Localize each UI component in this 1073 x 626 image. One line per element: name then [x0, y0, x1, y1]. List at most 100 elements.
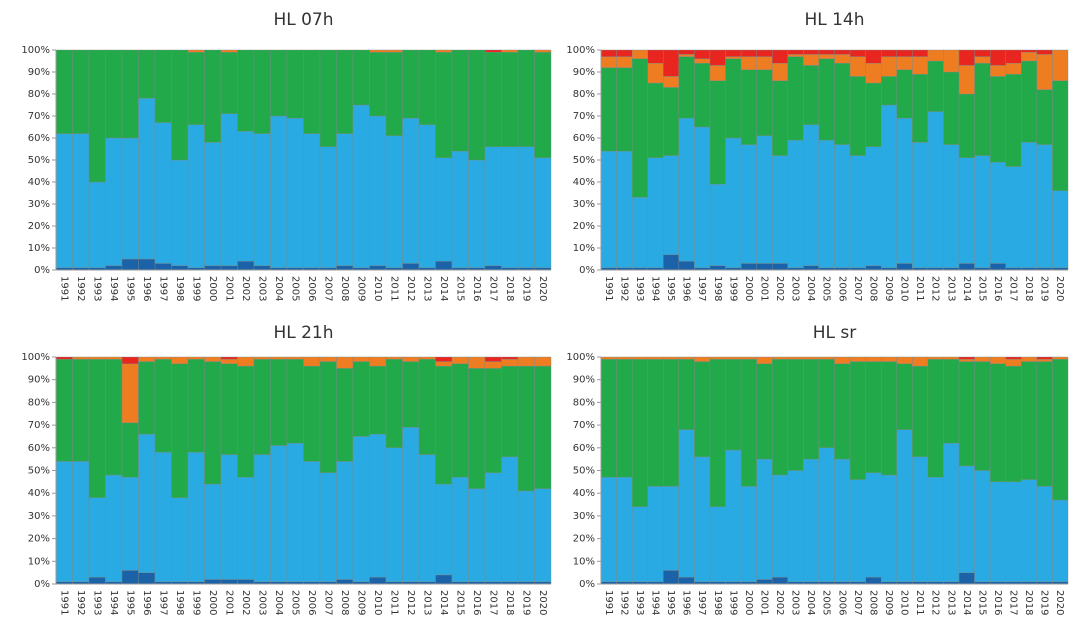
bar-segment — [534, 356, 552, 367]
bar-segment — [451, 477, 469, 582]
x-tick-label: 2016 — [471, 590, 482, 615]
x-tick-label: 2006 — [836, 590, 847, 615]
x-tick-label: 1995 — [124, 590, 135, 615]
y-tick-label: 70% — [28, 111, 50, 122]
x-tick-label: 2004 — [805, 590, 816, 615]
bar-segment — [418, 124, 436, 269]
bar-segment — [678, 576, 695, 585]
bar-segment — [286, 356, 304, 360]
x-tick-label: 1999 — [727, 276, 738, 301]
x-tick-label: 1992 — [75, 590, 86, 615]
bar-segment — [616, 49, 633, 57]
bar-segment — [912, 365, 929, 458]
chart-title: HL 07h — [273, 10, 333, 30]
bar-segment — [631, 356, 648, 360]
x-tick-label: 2018 — [1023, 276, 1034, 301]
bar-segment — [105, 359, 123, 476]
bar-segment — [534, 157, 552, 269]
bar-segment — [616, 359, 633, 478]
bar-segment — [772, 576, 789, 585]
x-tick-label: 1996 — [681, 590, 692, 615]
x-tick-label: 1991 — [58, 590, 69, 615]
bar-segment — [958, 465, 975, 573]
bar-segment — [663, 49, 680, 77]
y-tick-label: 80% — [573, 89, 595, 100]
y-tick-label: 20% — [573, 534, 595, 545]
x-tick-label: 2013 — [945, 590, 956, 615]
bar-segment — [72, 461, 90, 582]
bar-segment — [787, 54, 804, 57]
bar-segment — [435, 361, 453, 367]
bar-segment — [881, 56, 897, 77]
bar-segment — [270, 49, 288, 117]
bar-segment — [834, 356, 851, 365]
y-tick-label: 40% — [28, 488, 50, 499]
x-tick-label: 2011 — [914, 590, 925, 615]
bar-segment — [709, 356, 726, 360]
y-tick-label: 60% — [28, 443, 50, 454]
bar-segment — [849, 49, 866, 57]
x-tick-label: 1991 — [603, 276, 614, 301]
bar-segment — [803, 49, 820, 55]
bar-segment — [849, 155, 866, 269]
bar-segment — [220, 359, 238, 365]
bar-segment — [694, 63, 711, 128]
y-tick-label: 10% — [28, 243, 50, 254]
x-tick-label: 2011 — [914, 276, 925, 301]
bar-segment — [1005, 481, 1022, 582]
x-tick-label: 2007 — [322, 276, 333, 301]
bar-segment — [849, 56, 866, 77]
bar-segment — [435, 365, 453, 485]
y-tick-label: 80% — [28, 89, 50, 100]
bar-segment — [912, 56, 929, 75]
bar-segment — [286, 49, 304, 119]
bar-segment — [958, 361, 975, 467]
bar-segment — [756, 579, 773, 585]
bar-segment — [352, 356, 370, 362]
bar-segment — [772, 63, 789, 82]
bar-segment — [303, 365, 321, 462]
bar-segment — [1005, 166, 1022, 269]
x-tick-label: 1998 — [174, 590, 185, 615]
x-tick-label: 1994 — [108, 276, 119, 301]
bar-segment — [369, 433, 387, 578]
bar-segment — [663, 87, 680, 156]
y-tick-label: 70% — [573, 420, 595, 431]
y-tick-label: 90% — [573, 67, 595, 78]
bar-segment — [121, 570, 139, 585]
x-tick-label: 2018 — [504, 276, 515, 301]
y-tick-label: 10% — [28, 556, 50, 567]
x-tick-label: 1997 — [157, 590, 168, 615]
bar-segment — [253, 133, 271, 266]
bar-segment — [88, 181, 106, 269]
bar-segment — [319, 361, 337, 473]
bar-segment — [631, 49, 648, 60]
bar-segment — [517, 490, 535, 582]
bar-segment — [865, 63, 882, 84]
bar-segment — [849, 76, 866, 156]
bar-segment — [303, 461, 321, 582]
y-tick-label: 100% — [21, 352, 50, 363]
bar-segment — [484, 146, 502, 266]
bar-segment — [451, 150, 469, 268]
x-tick-label: 1995 — [665, 590, 676, 615]
bar-segment — [834, 63, 851, 145]
bar-segment — [803, 54, 820, 66]
bar-segment — [55, 359, 73, 462]
bar-segment — [336, 356, 354, 369]
x-tick-label: 2020 — [1054, 590, 1065, 615]
x-tick-label: 2009 — [883, 276, 894, 301]
bar-segment — [237, 261, 255, 271]
bar-segment — [154, 356, 172, 360]
bar-segment — [647, 49, 664, 64]
bar-segment — [1052, 499, 1069, 582]
x-tick-label: 2017 — [487, 590, 498, 615]
bar-segment — [237, 131, 255, 262]
bar-segment — [1005, 359, 1022, 367]
bar-segment — [943, 49, 960, 73]
bar-segment — [1021, 49, 1038, 53]
bar-segment — [647, 356, 664, 360]
bar-segment — [974, 356, 991, 362]
bar-segment — [369, 52, 387, 117]
bar-segment — [647, 82, 664, 159]
